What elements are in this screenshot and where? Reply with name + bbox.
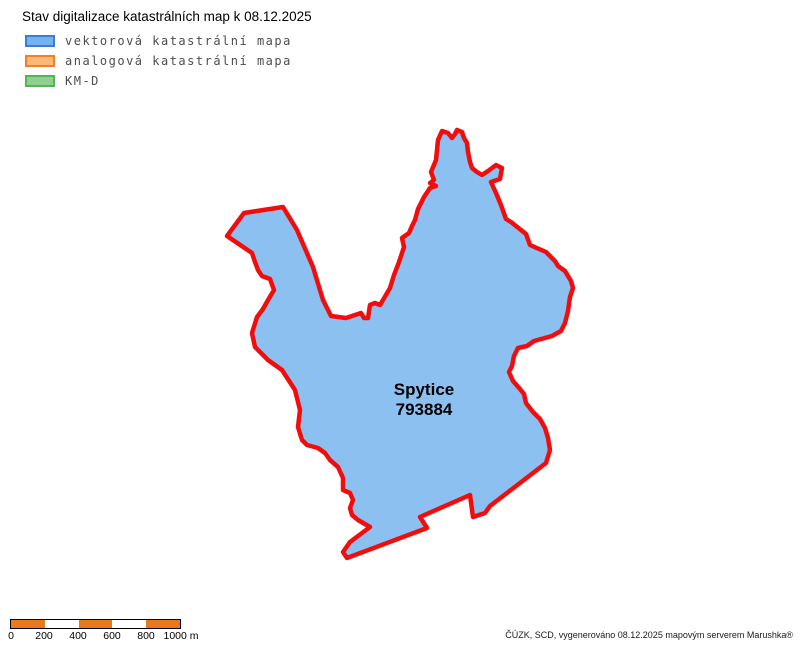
legend-item-label: vektorová katastrální mapa	[65, 34, 292, 48]
vector-map-color-swatch	[25, 35, 55, 47]
region-name: Spytice	[393, 380, 455, 399]
scale-tick-label: 1000 m	[163, 630, 199, 642]
scale-tick-label: 800	[137, 630, 155, 642]
legend-item-kmd: KM-D	[25, 74, 292, 88]
scale-bar-segment	[44, 620, 79, 628]
legend-item-vector: vektorová katastrální mapa	[25, 34, 292, 48]
region-label: Spytice 793884	[394, 380, 454, 420]
page-title: Stav digitalizace katastrálních map k 08…	[22, 9, 312, 24]
legend-item-label: KM-D	[65, 74, 100, 88]
kmd-color-swatch	[25, 75, 55, 87]
attribution-text: ČÚZK, SCD, vygenerováno 08.12.2025 mapov…	[505, 630, 793, 640]
legend-item-analog: analogová katastrální mapa	[25, 54, 292, 68]
scale-tick-label: 600	[103, 630, 121, 642]
scale-tick-label: 0	[8, 630, 14, 642]
scale-bar-segment	[146, 620, 180, 628]
scale-bar-segment	[11, 620, 45, 628]
scale-tick-label: 200	[35, 630, 53, 642]
region-code: 793884	[395, 400, 453, 419]
analog-map-color-swatch	[25, 55, 55, 67]
region-polygon[interactable]	[224, 127, 576, 561]
scale-tick-label: 400	[69, 630, 87, 642]
legend: vektorová katastrální mapa analogová kat…	[25, 34, 292, 95]
legend-item-label: analogová katastrální mapa	[65, 54, 292, 68]
scale-bar	[10, 619, 181, 629]
scale-bar-segment	[112, 620, 147, 628]
scale-bar-labels: 0 200 400 600 800 1000 m	[0, 630, 300, 644]
scale-bar-segment	[78, 620, 113, 628]
